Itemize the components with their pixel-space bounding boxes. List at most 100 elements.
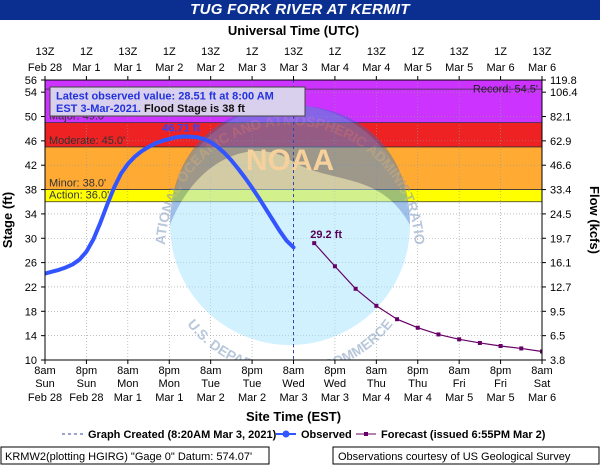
bottom-tick-label-day: Wed [324,378,346,390]
right-tick-label: 6.5 [550,331,565,343]
bottom-tick-label-day: Sun [35,378,55,390]
right-tick-label: 19.7 [550,233,571,245]
footer-left-text: KRMW2(plotting HGIRG) "Gage 0" Datum: 57… [5,451,252,463]
left-tick-label: 34 [25,209,37,221]
top-tick-label-date: Mar 2 [155,62,183,74]
bottom-tick-label-date: Mar 3 [321,392,349,404]
right-axis-label: Flow (kcfs) [587,186,600,254]
legend-observed-swatch-dot [282,430,290,438]
left-tick-label: 42 [25,160,37,172]
legend-forecast-swatch-dot [364,432,368,436]
left-tick-label: 22 [25,282,37,294]
bottom-tick-label-day: Mon [159,378,180,390]
bottom-tick-label-date: Feb 28 [28,392,62,404]
top-tick-label-time: 1Z [246,46,259,58]
bottom-tick-label-time: 8am [531,365,552,377]
right-tick-label: 46.6 [550,160,571,172]
bottom-tick-label-date: Mar 4 [362,392,390,404]
latest-observation-line1: Latest observed value: 28.51 ft at 8:00 … [56,91,274,103]
bottom-tick-label-time: 8am [117,365,138,377]
top-tick-label-time: 13Z [36,46,55,58]
top-tick-label-date: Mar 6 [528,62,556,74]
left-tick-label: 26 [25,258,37,270]
bottom-tick-label-time: 8am [366,365,387,377]
top-tick-label-time: 1Z [80,46,93,58]
bottom-tick-label-time: 8am [448,365,469,377]
forecast-point [519,346,524,351]
top-tick-label-time: 1Z [494,46,507,58]
right-tick-label: 24.5 [550,209,571,221]
bottom-tick-label-date: Mar 1 [114,392,142,404]
bottom-tick-label-time: 8pm [324,365,345,377]
forecast-point [415,325,420,330]
right-tick-label: 9.5 [550,306,565,318]
bottom-tick-label-date: Mar 2 [238,392,266,404]
top-tick-label-date: Mar 5 [445,62,473,74]
bottom-tick-label-date: Mar 1 [155,392,183,404]
watermark-center-text: NOAA [246,144,334,177]
top-tick-label-time: 13Z [450,46,469,58]
legend-observed-label: Observed [301,429,352,441]
footer-right-text: Observations courtesy of US Geological S… [338,451,571,463]
bottom-tick-label-date: Mar 5 [487,392,515,404]
forecast-point [436,332,441,337]
watermark-globe [170,105,410,345]
bottom-tick-label-day: Thu [408,378,427,390]
top-tick-label-time: 13Z [201,46,220,58]
bottom-tick-label-day: Tue [201,378,220,390]
forecast-point [498,344,503,348]
forecast-point [477,340,482,345]
bottom-tick-label-day: Sat [534,378,551,390]
forecast-line [313,242,542,353]
bottom-tick-label-day: Fri [453,378,466,390]
top-tick-label-time: 1Z [163,46,176,58]
bottom-tick-label-time: 8pm [241,365,262,377]
page-title: TUG FORK RIVER AT KERMIT [0,0,600,20]
left-tick-label: 14 [25,331,37,343]
right-tick-label: 82.1 [550,112,571,124]
top-tick-label-date: Mar 1 [72,62,100,74]
left-tick-label: 10 [25,355,37,367]
bottom-tick-label-date: Mar 4 [404,392,432,404]
right-tick-label: 106.4 [550,87,578,99]
latest-observation-date: EST 3-Mar-2021. [56,103,144,115]
top-tick-label-date: Mar 5 [404,62,432,74]
bottom-tick-label-day: Thu [367,378,386,390]
bottom-tick-label-day: Mon [117,378,138,390]
bottom-tick-label-date: Mar 3 [279,392,307,404]
watermark-wave [170,105,410,225]
left-tick-label: 56 [25,75,37,87]
bottom-tick-label-date: Feb 28 [69,392,103,404]
top-tick-label-date: Mar 6 [487,62,515,74]
right-tick-label: 33.4 [550,185,571,197]
bottom-tick-label-time: 8am [34,365,55,377]
left-tick-label: 46 [25,136,37,148]
bottom-tick-label-time: 8pm [159,365,180,377]
top-tick-label-date: Mar 2 [197,62,225,74]
bottom-tick-label-time: 8am [200,365,221,377]
forecast-point [457,337,462,342]
bottom-tick-label-date: Mar 6 [528,392,556,404]
flood-stage-note: Flood Stage is 38 ft [144,103,245,115]
latest-observation-box [49,86,306,117]
legend-forecast-label: Forecast (issued 6:55PM Mar 2) [381,429,546,441]
legend-created-label: Graph Created (8:20AM Mar 3, 2021) [88,429,277,441]
right-tick-label: 3.8 [550,355,565,367]
bottom-tick-label-day: Fri [494,378,507,390]
footer-right-box [332,446,600,465]
bottom-tick-label-time: 8pm [490,365,511,377]
forecast-point [353,286,358,291]
right-tick-label: 119.8 [550,75,577,87]
top-tick-label-date: Mar 3 [279,62,307,74]
bottom-tick-label-day: Tue [243,378,262,390]
observed-peak-label: 46.71 ft [162,123,200,135]
top-tick-label-date: Mar 4 [362,62,390,74]
flood-label-moderate: Moderate: 45.0' [49,135,125,147]
top-tick-label-time: 1Z [328,46,341,58]
observed-line [45,134,296,276]
bottom-tick-label-day: Sun [77,378,97,390]
left-tick-label: 38 [25,185,37,197]
record-label: Record: 54.5' [473,84,538,96]
top-tick-label-date: Mar 1 [114,62,142,74]
